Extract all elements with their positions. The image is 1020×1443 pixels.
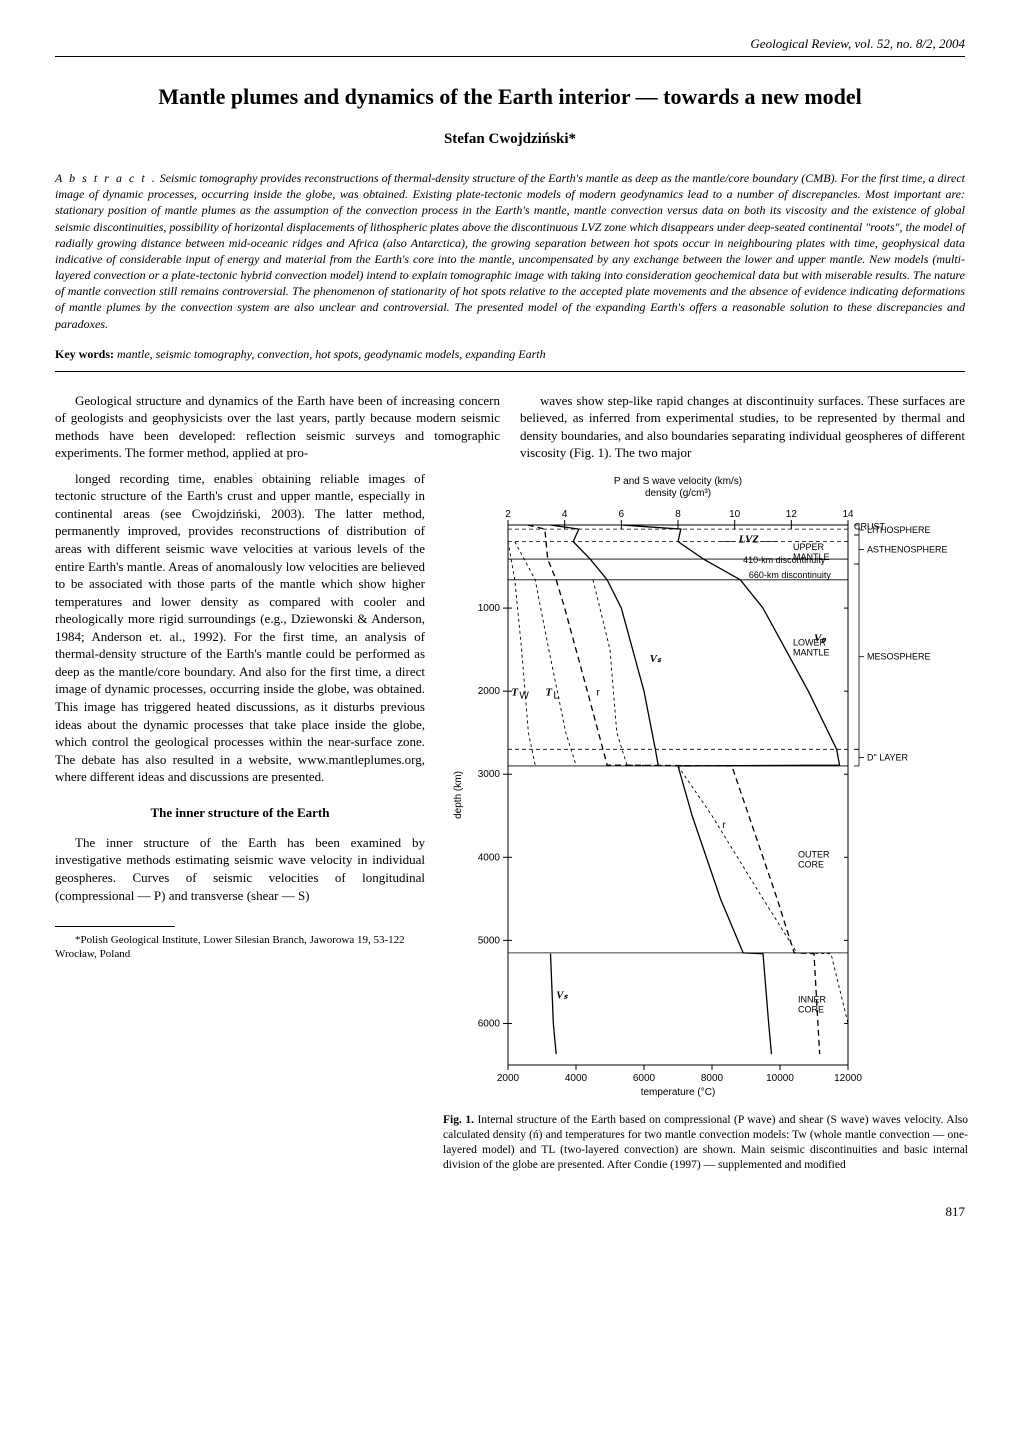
svg-text:INNER: INNER [798,995,827,1005]
svg-text:Vₛ: Vₛ [650,653,662,665]
svg-text:2000: 2000 [478,686,501,697]
svg-text:14: 14 [842,509,854,520]
svg-text:D" LAYER: D" LAYER [867,752,909,762]
svg-text:LOWER: LOWER [793,637,827,647]
svg-text:MESOSPHERE: MESOSPHERE [867,652,931,662]
body-p1-left: Geological structure and dynamics of the… [55,392,500,462]
svg-text:660-km discontinuity: 660-km discontinuity [749,570,832,580]
journal-header: Geological Review, vol. 52, no. 8/2, 200… [55,35,965,57]
svg-text:ASTHENOSPHERE: ASTHENOSPHERE [867,544,948,554]
left-column: longed recording time, enables obtaining… [55,470,425,962]
svg-text:depth (km): depth (km) [453,771,464,819]
svg-text:6: 6 [619,509,625,520]
svg-text:4: 4 [562,509,568,520]
svg-text:LITHOSPHERE: LITHOSPHERE [867,525,931,535]
author-name: Stefan Cwojdziński* [55,129,965,150]
svg-text:5000: 5000 [478,935,501,946]
svg-text:density (g/cm³): density (g/cm³) [645,488,711,499]
footnote: *Polish Geological Institute, Lower Sile… [55,933,425,962]
svg-text:T: T [511,686,519,698]
svg-text:L: L [553,690,559,701]
svg-text:2000: 2000 [497,1073,520,1084]
svg-text:W: W [519,690,529,701]
figure-column: P and S wave velocity (km/s)density (g/c… [443,470,968,1173]
svg-text:1000: 1000 [478,603,501,614]
body-p1-right: waves show step-like rapid changes at di… [520,392,965,462]
svg-text:r: r [596,687,600,698]
svg-text:T: T [545,686,553,698]
figure-caption: Fig. 1. Internal structure of the Earth … [443,1113,968,1173]
svg-text:Vₛ: Vₛ [556,989,568,1001]
svg-text:12: 12 [786,509,798,520]
abstract-text: Seismic tomography provides reconstructi… [55,171,965,331]
body-p3: The inner structure of the Earth has bee… [55,834,425,904]
section-heading: The inner structure of the Earth [55,804,425,822]
intro-two-col: Geological structure and dynamics of the… [55,392,965,462]
section-divider [55,371,965,372]
svg-text:MANTLE: MANTLE [793,647,830,657]
svg-text:6000: 6000 [633,1073,656,1084]
figure-caption-label: Fig. 1. [443,1114,474,1126]
svg-text:4000: 4000 [565,1073,588,1084]
svg-text:2: 2 [505,509,511,520]
svg-text:8: 8 [675,509,681,520]
svg-text:P and S wave velocity (km/s): P and S wave velocity (km/s) [614,476,742,487]
keywords-label: Key words: [55,347,114,361]
abstract-label: A b s t r a c t . [55,171,157,185]
svg-text:CORE: CORE [798,859,824,869]
figure-1-chart: P and S wave velocity (km/s)density (g/c… [443,470,968,1100]
body-p2: longed recording time, enables obtaining… [55,470,425,786]
svg-text:MANTLE: MANTLE [793,552,830,562]
article-title: Mantle plumes and dynamics of the Earth … [55,82,965,113]
svg-text:10000: 10000 [766,1073,794,1084]
svg-text:UPPER: UPPER [793,542,825,552]
footnote-separator [55,926,175,927]
svg-text:4000: 4000 [478,852,501,863]
svg-text:LVZ: LVZ [738,533,760,545]
svg-text:3000: 3000 [478,769,501,780]
page-number: 817 [55,1203,965,1221]
keywords-text: mantle, seismic tomography, convection, … [117,347,546,361]
svg-text:10: 10 [729,509,741,520]
svg-text:6000: 6000 [478,1018,501,1029]
svg-text:r: r [722,820,726,831]
svg-text:temperature (°C): temperature (°C) [641,1087,716,1098]
svg-text:8000: 8000 [701,1073,724,1084]
abstract-block: A b s t r a c t . Seismic tomography pro… [55,170,965,332]
keywords-block: Key words: mantle, seismic tomography, c… [55,346,965,363]
svg-text:OUTER: OUTER [798,849,830,859]
svg-text:CORE: CORE [798,1005,824,1015]
svg-text:12000: 12000 [834,1073,862,1084]
figure-caption-text: Internal structure of the Earth based on… [443,1114,968,1171]
main-content-row: longed recording time, enables obtaining… [55,470,965,1173]
